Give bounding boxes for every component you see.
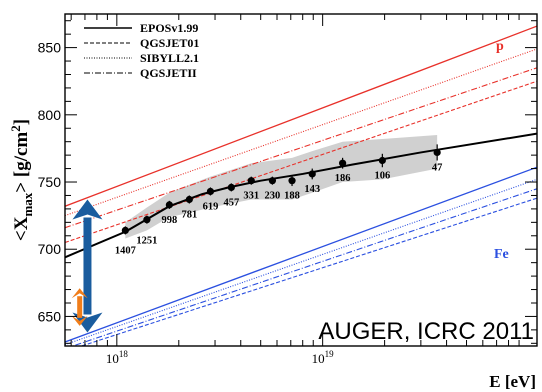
systematic-band (125, 134, 438, 239)
model-line-sibyll2-1-p (65, 48, 537, 217)
ylabel-main: <X (11, 216, 32, 241)
x-tick-base: 10 (106, 351, 119, 366)
event-count-label: 781 (181, 209, 197, 220)
model-line-sibyll2-1-fe (65, 178, 537, 346)
exp-resolution-arrow-head-top (71, 288, 88, 299)
ylabel-end: ] (11, 119, 32, 125)
data-point (308, 170, 316, 178)
model-line-qgsjetii-fe (71, 188, 537, 346)
data-point (247, 177, 255, 185)
proton-iron-separation-arrow-head-top (72, 199, 103, 220)
x-tick-exponent: 18 (119, 349, 128, 359)
model-line-qgsjet01-fe (79, 197, 537, 346)
event-count-label: 230 (265, 191, 281, 202)
x-tick-label: 1018 (106, 349, 128, 366)
y-tick-label: 700 (38, 241, 62, 257)
event-count-label: 106 (374, 171, 390, 182)
exp-resolution-arrow-head-bottom (71, 315, 88, 326)
proton-label: p (496, 39, 504, 54)
event-count-label: 1407 (115, 245, 136, 256)
y-tick-label: 650 (38, 308, 62, 324)
band-layer (125, 134, 438, 239)
model-line-eposv1-99-fe (65, 166, 537, 343)
data-point (288, 177, 296, 185)
data-point (227, 183, 235, 191)
data-point (268, 177, 277, 185)
data-point (121, 226, 129, 235)
legend-label-0: EPOSv1.99 (140, 21, 198, 35)
event-count-label: 998 (161, 215, 177, 226)
data-point (339, 159, 347, 167)
y-tick-label: 850 (38, 40, 62, 56)
model-line-eposv1-99-p (65, 25, 537, 207)
y-axis-label: <Xmax> [g/cm2] (8, 119, 35, 241)
ylabel-sup: 2 (8, 125, 23, 132)
event-count-label: 457 (223, 197, 239, 208)
data-points (121, 144, 441, 235)
event-count-label: 143 (304, 184, 320, 195)
y-tick-label: 750 (38, 174, 62, 190)
model-line-qgsjet01-p (65, 80, 537, 244)
data-point (433, 148, 441, 157)
iron-label: Fe (494, 247, 509, 262)
plot-frame (64, 13, 538, 347)
x-tick-base: 10 (312, 351, 325, 366)
y-tick-label: 800 (38, 107, 62, 123)
x-tick-exponent: 19 (325, 349, 335, 359)
event-count-label: 1251 (136, 236, 157, 247)
event-count-label: 619 (203, 201, 219, 212)
arrows (71, 199, 103, 333)
x-axis-label: E [eV] (489, 372, 536, 391)
legend-label-3: QGSJETII (140, 66, 197, 80)
data-point (206, 187, 215, 196)
watermark: AUGER, ICRC 2011 (318, 318, 534, 345)
legend-label-2: SIBYLL2.1 (140, 51, 199, 65)
data-point (378, 156, 386, 165)
event-count-label: 331 (243, 191, 259, 202)
ylabel-sub: max (20, 192, 35, 216)
data-point (165, 201, 173, 209)
legend-label-1: QGSJET01 (140, 36, 199, 50)
data-point (143, 216, 151, 224)
model-lines (65, 25, 537, 346)
x-tick-label: 1019 (312, 349, 335, 366)
legend: EPOSv1.99 QGSJET01 SIBYLL2.1 QGSJETII (84, 21, 199, 80)
ylabel-rest: > [g/cm (11, 132, 32, 193)
data-point (185, 195, 193, 204)
event-count-label: 186 (335, 173, 351, 184)
event-count-label: 47 (432, 162, 443, 173)
model-line-qgsjetii-p (65, 67, 537, 229)
event-count-label: 188 (284, 191, 300, 202)
